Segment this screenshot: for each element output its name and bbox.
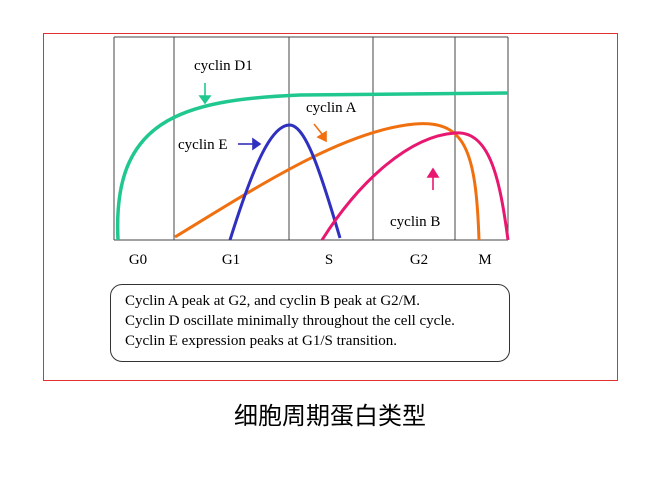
cyclin-d1-arrow xyxy=(198,83,212,105)
phase-label-g2: G2 xyxy=(410,252,428,268)
note-line: Cyclin A peak at G2, and cyclin B peak a… xyxy=(125,293,420,309)
cyclin-b-label: cyclin B xyxy=(390,214,440,230)
cyclin-d1-label: cyclin D1 xyxy=(194,58,253,74)
cyclin-b-arrow xyxy=(426,167,440,190)
slide-caption: 细胞周期蛋白类型 xyxy=(234,402,426,430)
cyclin-e-label: cyclin E xyxy=(178,137,228,153)
cyclin-a-label: cyclin A xyxy=(306,100,357,116)
phase-label-g1: G1 xyxy=(222,252,240,268)
note-line: Cyclin D oscillate minimally throughout … xyxy=(125,313,455,329)
notes-box: Cyclin A peak at G2, and cyclin B peak a… xyxy=(110,284,510,362)
phase-grid xyxy=(113,36,509,241)
cyclin-b-curve xyxy=(320,131,510,241)
cyclin-d1-curve xyxy=(115,91,509,241)
cyclin-e-arrow xyxy=(238,137,262,151)
phase-label-m: M xyxy=(478,252,491,268)
slide-frame xyxy=(43,33,618,381)
note-line: Cyclin E expression peaks at G1/S transi… xyxy=(125,333,398,349)
phase-label-s: S xyxy=(325,252,333,268)
phase-label-g0: G0 xyxy=(129,252,147,268)
cyclin-a-arrow xyxy=(313,123,327,143)
cyclin-e-curve xyxy=(228,123,342,241)
